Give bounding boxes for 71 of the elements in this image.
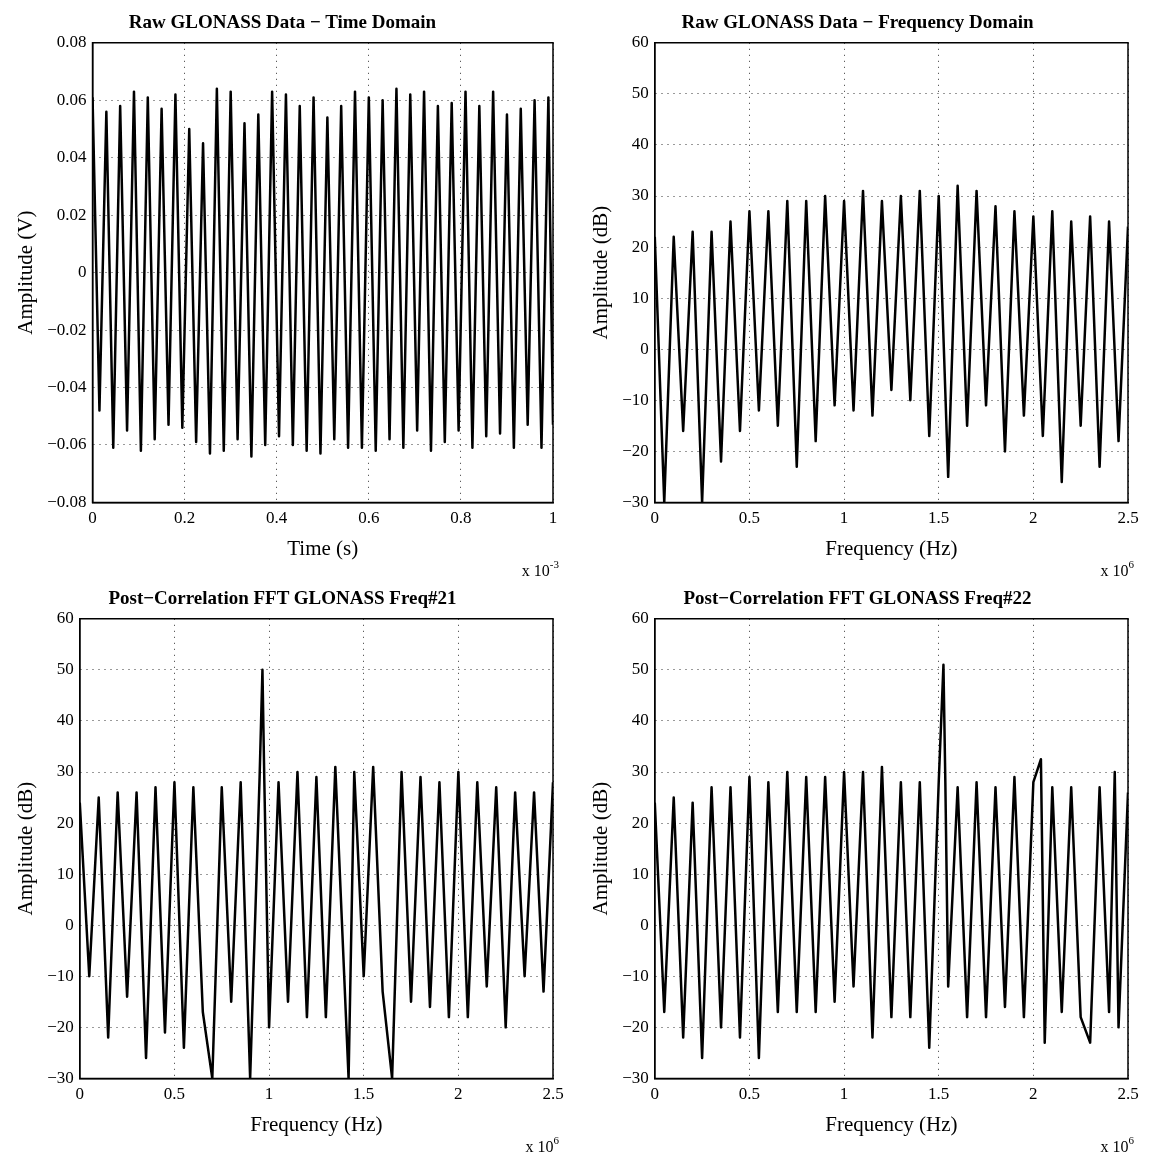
y-tick-label: 50	[631, 83, 649, 103]
y-tick-label: −0.02	[47, 319, 87, 339]
y-tick-label: −20	[622, 1016, 649, 1036]
y-axis-title: Amplitude (dB)	[588, 205, 613, 340]
x-tick-label: 1	[839, 508, 849, 528]
x-tick-label: 2	[454, 1084, 463, 1104]
y-tick-label: 30	[631, 185, 649, 205]
x-axis-title: Time (s)	[287, 535, 359, 560]
y-tick-label: 0.04	[56, 147, 88, 167]
chart-title: Raw GLONASS Data − Time Domain	[128, 11, 437, 33]
y-tick-label: −0.08	[47, 491, 87, 511]
y-tick-label: 0	[640, 338, 649, 358]
y-tick-label: 50	[631, 659, 649, 679]
x-axis-title: Frequency (Hz)	[825, 1111, 958, 1136]
x-tick-label: 1.5	[928, 1084, 950, 1104]
chart-title: Post−Correlation FFT GLONASS Freq#21	[108, 587, 457, 609]
y-tick-label: 60	[631, 608, 649, 628]
y-tick-label: 0.06	[56, 89, 87, 109]
y-tick-label: −10	[622, 965, 649, 985]
x-tick-label: 1.5	[928, 508, 950, 528]
y-tick-label: 40	[631, 710, 649, 730]
x-tick-label: 0.6	[358, 508, 380, 528]
y-tick-label: −0.06	[47, 434, 87, 454]
y-tick-label: −30	[622, 491, 649, 511]
y-tick-label: −30	[622, 1067, 649, 1087]
chart-title: Post−Correlation FFT GLONASS Freq#22	[683, 587, 1032, 609]
y-tick-label: 20	[631, 812, 649, 832]
chart-title: Raw GLONASS Data − Frequency Domain	[681, 11, 1034, 33]
x-axis-title: Frequency (Hz)	[825, 535, 958, 560]
x-tick-label: 0.8	[450, 508, 472, 528]
y-tick-label: 10	[631, 287, 649, 307]
y-tick-label: −10	[622, 389, 649, 409]
y-tick-label: −30	[47, 1067, 74, 1087]
x-tick-label: 2	[1029, 1084, 1038, 1104]
y-tick-label: 0	[65, 914, 74, 934]
y-tick-label: 0	[78, 262, 87, 282]
x-tick-label: 2	[1029, 508, 1038, 528]
y-axis-title: Amplitude (V)	[13, 210, 38, 335]
y-tick-label: 0.08	[56, 32, 87, 52]
y-tick-label: −20	[622, 440, 649, 460]
y-axis-title: Amplitude (dB)	[588, 781, 613, 916]
y-tick-label: 10	[631, 863, 649, 883]
x-tick-label: 0.4	[266, 508, 288, 528]
y-tick-label: 30	[631, 761, 649, 781]
x-tick-label: 0.5	[738, 1084, 761, 1104]
y-tick-label: 60	[56, 608, 74, 628]
y-tick-label: 0.02	[56, 204, 87, 224]
y-tick-label: −10	[47, 965, 74, 985]
x-axis-title: Frequency (Hz)	[250, 1111, 383, 1136]
x-tick-label: 1	[839, 1084, 849, 1104]
x-tick-label: 1.5	[353, 1084, 375, 1104]
x-tick-label: 2.5	[1117, 508, 1139, 528]
x-tick-label: 2.5	[542, 1084, 564, 1104]
x-tick-label: 0.2	[174, 508, 196, 528]
y-axis-title: Amplitude (dB)	[13, 781, 38, 916]
y-tick-label: 40	[631, 134, 649, 154]
x-tick-label: 0.5	[738, 508, 761, 528]
y-tick-label: 60	[631, 32, 649, 52]
y-tick-label: 10	[56, 863, 74, 883]
y-tick-label: 50	[56, 659, 74, 679]
x-tick-label: 1	[264, 1084, 274, 1104]
y-tick-label: −0.04	[47, 376, 88, 396]
x-tick-label: 1	[548, 508, 558, 528]
x-tick-label: 0.5	[163, 1084, 186, 1104]
y-tick-label: 30	[56, 761, 74, 781]
y-tick-label: 40	[56, 710, 74, 730]
x-tick-label: 2.5	[1117, 1084, 1139, 1104]
y-tick-label: −20	[47, 1016, 74, 1036]
y-tick-label: 0	[640, 914, 649, 934]
y-tick-label: 20	[56, 812, 74, 832]
y-tick-label: 20	[631, 236, 649, 256]
